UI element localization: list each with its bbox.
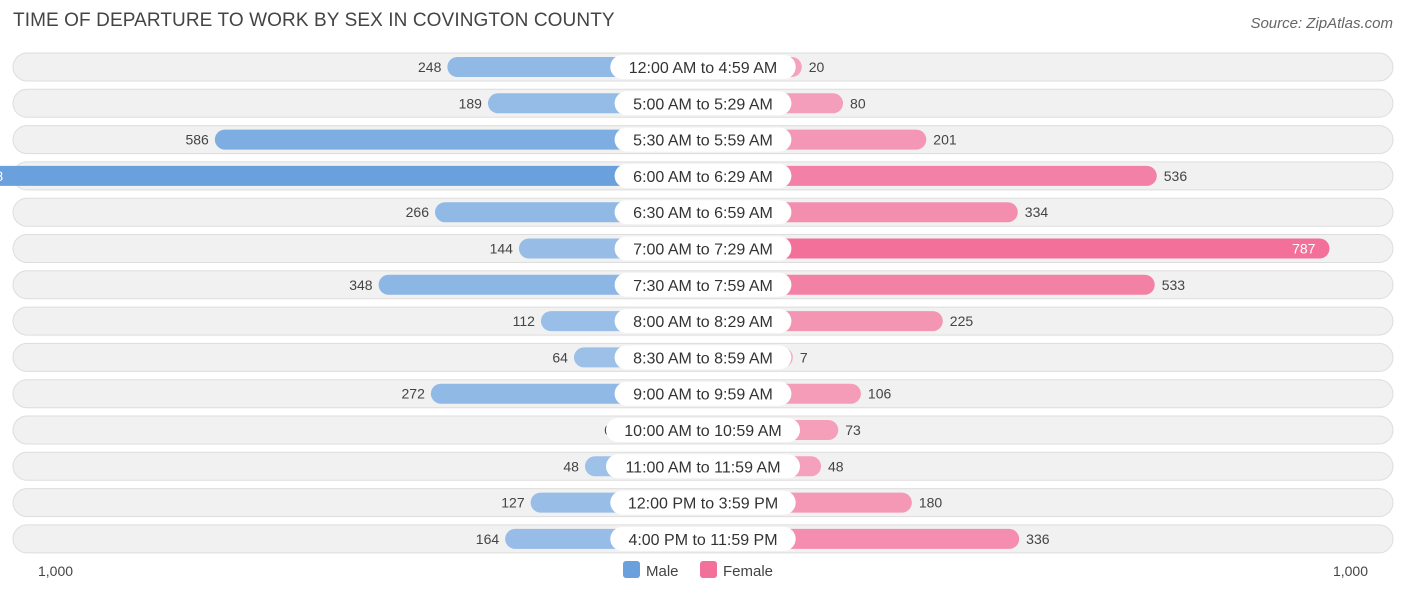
category-label: 8:00 AM to 8:29 AM <box>633 314 773 331</box>
legend-label-male: Male <box>646 563 679 580</box>
male-value-label: 272 <box>402 386 426 402</box>
female-value-label: 7 <box>800 349 808 365</box>
category-label-pill <box>606 418 800 442</box>
male-bar <box>214 129 703 150</box>
female-value-label: 20 <box>809 59 825 75</box>
male-value-label: 164 <box>476 531 500 547</box>
male-value-label: 266 <box>406 204 430 220</box>
category-label: 12:00 PM to 3:59 PM <box>628 496 778 513</box>
category-label-pill <box>614 381 792 406</box>
category-label: 7:00 AM to 7:29 AM <box>633 242 773 259</box>
category-label: 7:30 AM to 7:59 AM <box>633 278 773 295</box>
male-value-label: 64 <box>552 349 568 365</box>
category-label-pill <box>606 454 800 479</box>
category-label: 4:00 PM to 11:59 PM <box>628 532 777 549</box>
female-value-label: 336 <box>1026 531 1050 547</box>
category-label: 10:00 AM to 10:59 AM <box>624 423 781 440</box>
source-label: Source: ZipAtlas.com <box>1250 15 1393 32</box>
category-label: 12:00 AM to 4:59 AM <box>629 60 778 77</box>
category-label-pill <box>614 236 792 261</box>
male-value-label: 348 <box>349 277 373 293</box>
category-label: 5:30 AM to 5:59 AM <box>633 133 773 150</box>
female-value-label: 536 <box>1164 168 1188 184</box>
female-value-label: 533 <box>1162 277 1186 293</box>
category-label-pill <box>614 127 792 152</box>
male-value-label: 127 <box>501 495 525 511</box>
category-label-pill <box>610 490 796 515</box>
legend-swatch-male <box>623 561 640 578</box>
category-label-pill <box>614 309 792 334</box>
category-label: 8:30 AM to 8:59 AM <box>633 350 773 367</box>
category-label-pill <box>614 91 792 116</box>
category-label: 9:00 AM to 9:59 AM <box>633 387 773 404</box>
male-value-label: 112 <box>513 313 536 329</box>
category-label-pill <box>610 526 796 551</box>
legend-swatch-female <box>700 561 717 578</box>
category-label: 5:00 AM to 5:29 AM <box>633 96 773 113</box>
male-value-label: 586 <box>185 132 209 148</box>
female-value-label: 225 <box>950 313 974 329</box>
female-bar <box>703 165 1157 186</box>
female-bar <box>703 238 1330 259</box>
category-label-pill <box>610 55 796 79</box>
category-label-pill <box>614 272 792 297</box>
category-label-pill <box>614 163 792 188</box>
male-bar <box>0 165 703 186</box>
male-value-label: 144 <box>490 241 514 257</box>
female-value-label: 73 <box>845 422 861 438</box>
category-label: 6:00 AM to 6:29 AM <box>633 169 773 186</box>
axis-label-right: 1,000 <box>1333 563 1368 579</box>
female-value-label: 180 <box>919 495 943 511</box>
female-value-label: 106 <box>868 386 892 402</box>
male-value-label: 189 <box>459 95 483 111</box>
male-value-label: 248 <box>418 59 442 75</box>
female-bar <box>703 274 1155 295</box>
axis-label-left: 1,000 <box>38 563 73 579</box>
category-label: 11:00 AM to 11:59 AM <box>625 459 780 476</box>
female-value-label: 48 <box>828 458 844 474</box>
female-value-label: 80 <box>850 95 866 111</box>
female-value-label: 201 <box>933 132 957 148</box>
female-value-label: 334 <box>1025 204 1049 220</box>
category-label: 6:30 AM to 6:59 AM <box>633 205 773 222</box>
male-value-label: 48 <box>563 458 579 474</box>
legend-label-female: Female <box>723 563 773 580</box>
female-value-label: 787 <box>1292 241 1316 257</box>
chart-title: TIME OF DEPARTURE TO WORK BY SEX IN COVI… <box>13 10 615 31</box>
male-value-label: 948 <box>0 168 3 184</box>
category-label-pill <box>614 200 792 225</box>
category-label-pill <box>614 345 792 370</box>
